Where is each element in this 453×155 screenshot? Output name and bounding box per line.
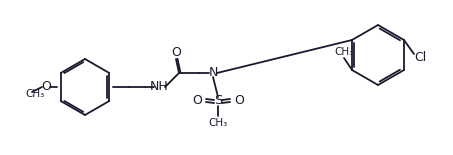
Text: O: O [41,80,51,93]
Text: NH: NH [149,80,169,93]
Text: CH₃: CH₃ [334,47,354,57]
Text: Cl: Cl [414,51,426,64]
Text: CH₃: CH₃ [208,118,227,128]
Text: CH₃: CH₃ [25,89,44,99]
Text: S: S [214,95,222,108]
Text: O: O [192,93,202,106]
Text: O: O [234,93,244,106]
Text: O: O [171,46,181,58]
Text: N: N [208,66,218,80]
